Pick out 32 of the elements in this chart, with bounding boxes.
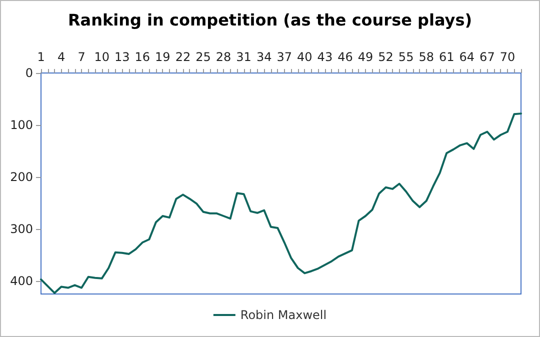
legend-label: Robin Maxwell: [240, 308, 327, 322]
y-tick-label: 300: [10, 222, 33, 236]
x-tick-label: 70: [500, 50, 516, 64]
x-tick-label: 43: [317, 50, 333, 64]
chart-title: Ranking in competition (as the course plays): [68, 10, 472, 30]
x-tick-label: 31: [236, 50, 252, 64]
y-tick-label: 400: [10, 274, 33, 288]
x-tick-label: 55: [398, 50, 414, 64]
x-tick-label: 13: [114, 50, 130, 64]
x-tick-label: 67: [480, 50, 495, 64]
x-tick-label: 34: [256, 50, 272, 64]
x-tick-label: 4: [57, 50, 66, 64]
x-tick-label: 19: [155, 50, 170, 64]
y-tick-label: 0: [25, 66, 33, 80]
y-tick-label: 200: [10, 170, 33, 184]
x-tick-label: 28: [216, 50, 232, 64]
x-tick-label: 16: [134, 50, 150, 64]
x-tick-label: 64: [459, 50, 475, 64]
x-tick-label: 25: [196, 50, 211, 64]
x-tick-label: 7: [78, 50, 86, 64]
line-series: [40, 112, 522, 294]
x-tick-label: 22: [175, 50, 191, 64]
x-tick-label: 58: [418, 50, 434, 64]
x-tick-label: 49: [358, 50, 374, 64]
x-tick-label: 1: [37, 50, 45, 64]
x-tick-label: 40: [297, 50, 312, 64]
x-tick-label: 37: [276, 50, 292, 64]
x-tick-label: 46: [338, 50, 353, 64]
y-tick-label: 100: [10, 118, 33, 132]
x-tick-label: 10: [94, 50, 110, 64]
x-tick-label: 61: [438, 50, 454, 64]
x-tick-label: 52: [378, 50, 394, 64]
